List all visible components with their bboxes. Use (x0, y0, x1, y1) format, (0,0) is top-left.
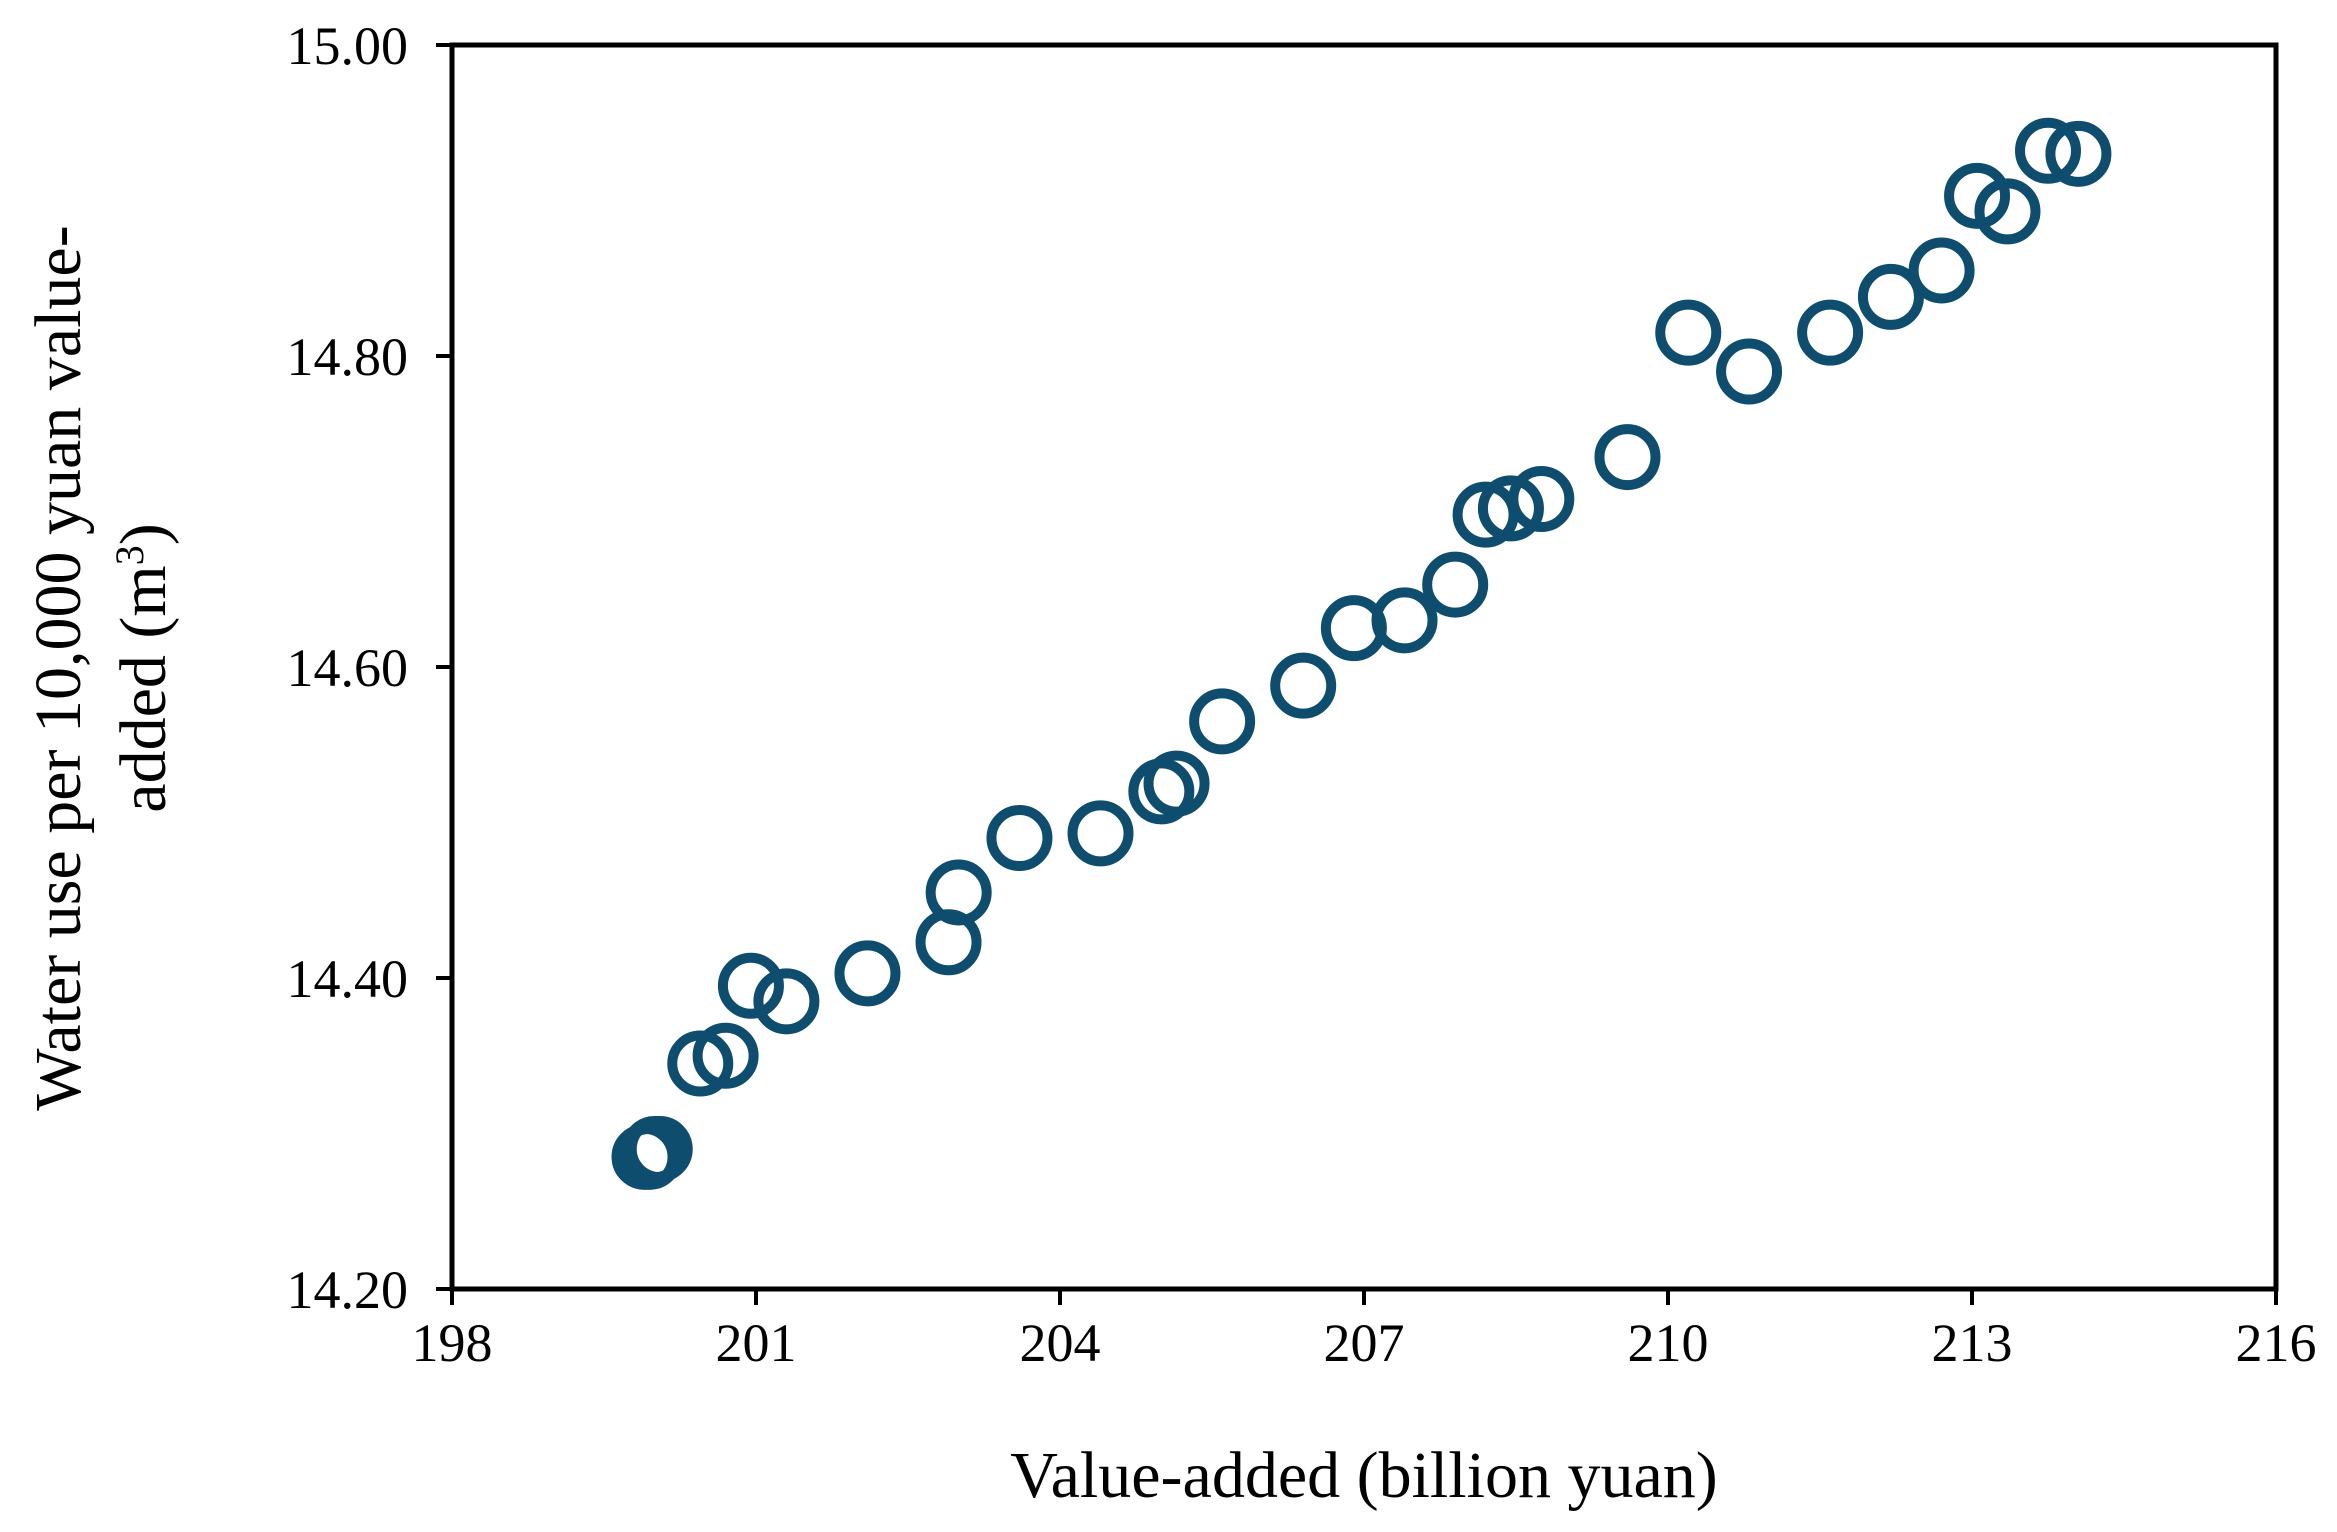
data-point (1857, 263, 1924, 330)
x-tick-label: 213 (1932, 1313, 2013, 1373)
data-point (925, 859, 992, 926)
data-point (1508, 466, 1575, 533)
y-axis-title-line2: added (m3) (107, 523, 181, 812)
data-point (1974, 178, 2041, 245)
data-point (1716, 338, 1783, 405)
data-point (1067, 800, 1134, 867)
data-point (717, 952, 784, 1019)
y-tick-label: 14.40 (287, 949, 409, 1009)
x-tick-label: 207 (1324, 1313, 1405, 1373)
y-axis-title-superscript: 3 (107, 545, 152, 565)
y-axis-title-line2-suffix: ) (107, 523, 180, 545)
x-axis-title: Value-added (billion yuan) (1010, 1439, 1717, 1512)
data-point (2015, 117, 2081, 184)
y-axis-title-line1: Water use per 10,000 yuan value- (22, 225, 95, 1110)
y-tick-label: 15.00 (287, 16, 409, 76)
x-tick-label: 210 (1628, 1313, 1709, 1373)
x-tick-label: 201 (716, 1313, 797, 1373)
data-point (1655, 299, 1722, 366)
y-tick-label: 14.80 (287, 327, 409, 387)
data-point (2045, 120, 2112, 187)
y-axis-ticks: 14.20 14.40 14.60 14.80 15.00 (287, 16, 452, 1320)
x-tick-label: 198 (412, 1313, 493, 1373)
y-axis-title-line2-prefix: added (m (107, 565, 180, 812)
data-point (611, 1123, 678, 1190)
data-point (834, 940, 901, 1007)
y-tick-label: 14.20 (287, 1260, 409, 1320)
data-point (1477, 475, 1544, 542)
data-point (1371, 587, 1438, 654)
data-point (753, 968, 820, 1035)
data-point (1797, 299, 1864, 366)
y-tick-label: 14.60 (287, 638, 409, 698)
x-tick-label: 216 (2236, 1313, 2317, 1373)
data-point (986, 805, 1053, 872)
x-axis-ticks: 198 201 204 207 210 213 216 (412, 1289, 2317, 1373)
data-point (1422, 551, 1489, 618)
data-point (1143, 750, 1210, 817)
plot-area-frame (449, 42, 2279, 1292)
marker-layer (611, 117, 2112, 1190)
data-point (1594, 424, 1661, 491)
y-axis-title: Water use per 10,000 yuan value- added (… (22, 225, 180, 1110)
data-point (1908, 237, 1975, 304)
x-tick-label: 204 (1020, 1313, 1101, 1373)
data-point (692, 1022, 759, 1089)
data-point (1270, 652, 1337, 719)
data-point (1189, 688, 1256, 755)
